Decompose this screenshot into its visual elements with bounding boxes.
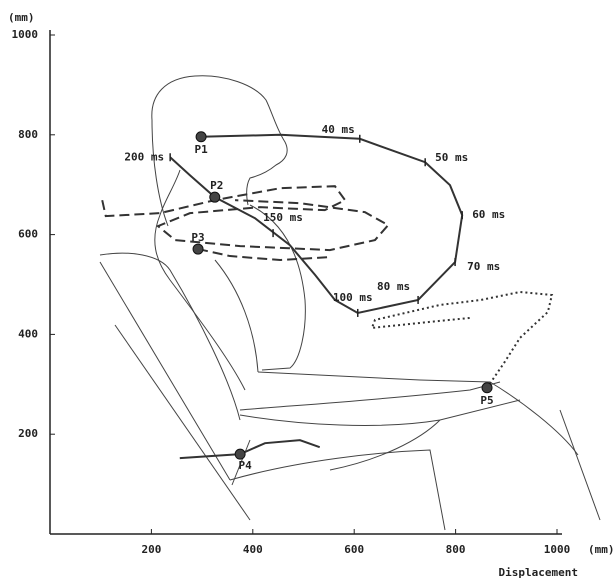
point-label: P4 — [239, 459, 253, 472]
time-label: 150 ms — [263, 211, 303, 224]
point-marker — [193, 244, 203, 254]
y-tick-label: 400 — [18, 327, 38, 340]
trajectory-line — [198, 249, 330, 260]
time-label: 100 ms — [333, 291, 373, 304]
y-tick-label: 1000 — [12, 28, 39, 41]
trajectory-line — [170, 135, 462, 313]
chart: (mm) (mm) Displacement 200 400 600 800 1000 2… — [0, 0, 613, 581]
x-tick-label: 800 — [446, 543, 466, 556]
time-label: 60 ms — [472, 208, 505, 221]
point-label: P5 — [480, 394, 493, 407]
point-label: P1 — [194, 143, 208, 156]
x-unit: (mm) — [588, 543, 613, 556]
x-tick-label: 200 — [141, 543, 161, 556]
time-label: 80 ms — [377, 280, 410, 293]
trajectory-line — [372, 292, 552, 388]
time-label: 200 ms — [124, 150, 164, 163]
y-unit: (mm) — [8, 11, 35, 24]
time-label: 40 ms — [322, 123, 355, 136]
y-tick-label: 800 — [18, 128, 38, 141]
point-marker — [196, 132, 206, 142]
point-marker — [235, 449, 245, 459]
time-label: 70 ms — [467, 260, 500, 273]
y-tick-label: 600 — [18, 228, 38, 241]
point-marker — [210, 192, 220, 202]
x-tick-label: 400 — [243, 543, 263, 556]
time-label: 50 ms — [435, 151, 468, 164]
x-tick-label: 1000 — [544, 543, 571, 556]
y-tick-label: 200 — [18, 427, 38, 440]
x-axis-label: Displacement — [499, 566, 578, 579]
x-tick-label: 600 — [344, 543, 364, 556]
point-label: P3 — [191, 231, 204, 244]
point-marker — [482, 383, 492, 393]
point-label: P2 — [210, 179, 223, 192]
trajectory-line — [102, 186, 388, 250]
